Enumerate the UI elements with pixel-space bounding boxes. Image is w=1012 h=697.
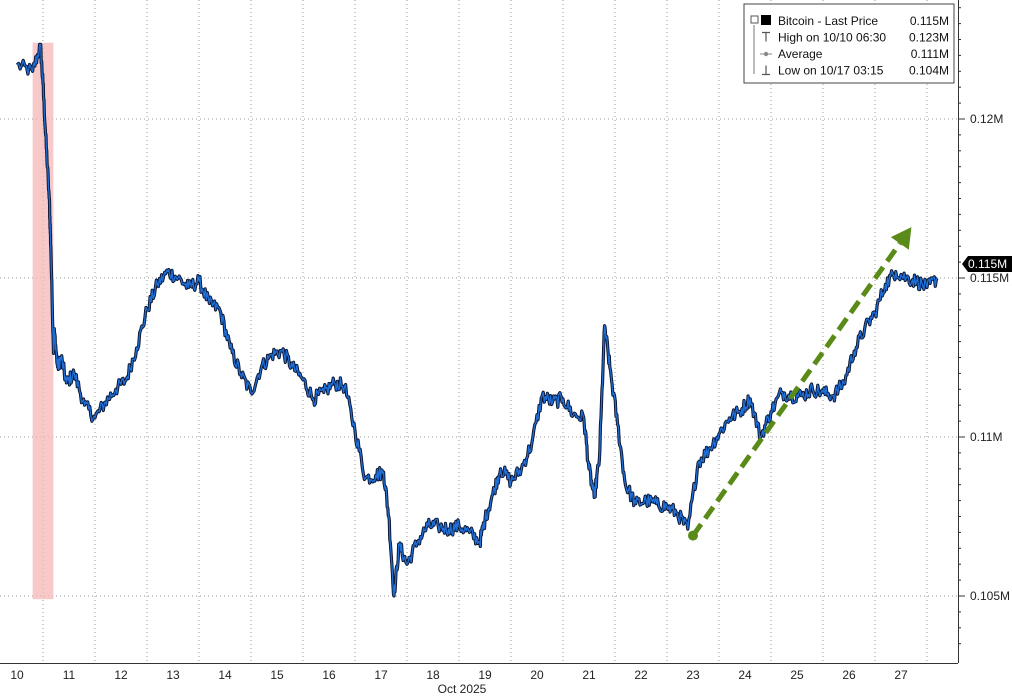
legend: Bitcoin - Last Price 0.115M High on 10/10 …: [743, 3, 955, 84]
legend-entry-label: Average: [778, 47, 823, 61]
x-tick-label: 16: [322, 668, 336, 682]
trend-arrow-group: [688, 227, 912, 541]
x-tick-label: 11: [63, 668, 76, 682]
last-price-tag-shape: [962, 256, 1012, 272]
x-tick-label: 15: [270, 668, 284, 682]
x-tick-label: 21: [582, 668, 596, 682]
x-tick-label: 13: [166, 668, 180, 682]
legend-entry-label: Low on 10/17 03:15: [778, 64, 884, 78]
x-tick-label: 12: [114, 668, 128, 682]
x-tick-label: 23: [686, 668, 700, 682]
trend-arrow-head: [890, 227, 912, 250]
x-tick-label: 27: [894, 668, 908, 682]
trend-arrow-start-dot: [688, 530, 698, 541]
legend-swatch-square: [761, 15, 771, 25]
legend-entry-label: Bitcoin - Last Price: [778, 14, 878, 28]
y-tick-label: 0.105M: [970, 589, 1010, 603]
x-tick-label: 24: [738, 668, 752, 682]
legend-average-dot: [763, 51, 769, 57]
legend-high-marker: [762, 31, 770, 42]
axes: [0, 0, 965, 664]
legend-entry-value: 0.123M: [909, 31, 949, 45]
x-tick-label: 26: [842, 668, 856, 682]
x-tick-label: 19: [478, 668, 492, 682]
shaded-crash-region: [32, 42, 54, 600]
gridlines: [0, 0, 958, 663]
x-axis-label: Oct 2025: [438, 682, 487, 696]
series-line-group: [15, 42, 939, 598]
last-price-tag-label: 0.115M: [968, 257, 1007, 271]
series-line-bitcoin: [16, 43, 938, 597]
y-tick-label: 0.115M: [970, 271, 1009, 285]
x-tick-label: 17: [374, 668, 388, 682]
shaded-range: [32, 42, 54, 600]
legend-entry-value: 0.111M: [911, 47, 949, 61]
legend-entry-value: 0.115M: [910, 14, 949, 28]
last-price-tag: 0.115M: [962, 256, 1012, 272]
legend-box: [743, 3, 955, 84]
x-tick-label: 20: [530, 668, 544, 682]
legend-low-marker: [762, 65, 770, 76]
x-axis-tick-labels: 10 11 12 13 14 15 16 17 18 19 20 21 22 23 24 25 26 27: [10, 668, 908, 682]
trend-arrow-shaft: [690, 241, 902, 538]
y-tick-label: 0.12M: [970, 112, 1003, 126]
x-tick-label: 18: [426, 668, 440, 682]
y-axis-tick-labels: 0.105M 0.11M 0.115M 0.12M: [970, 112, 1010, 603]
x-tick-label: 25: [790, 668, 804, 682]
legend-entry-label: High on 10/10 06:30: [778, 31, 886, 45]
legend-entry-value: 0.104M: [909, 64, 949, 78]
x-tick-label: 10: [10, 668, 24, 682]
y-tick-label: 0.11M: [970, 430, 1002, 444]
x-tick-label: 14: [218, 668, 232, 682]
legend-collapse-icon: [750, 15, 759, 24]
x-tick-label: 22: [634, 668, 648, 682]
plot-background: [0, 0, 958, 663]
